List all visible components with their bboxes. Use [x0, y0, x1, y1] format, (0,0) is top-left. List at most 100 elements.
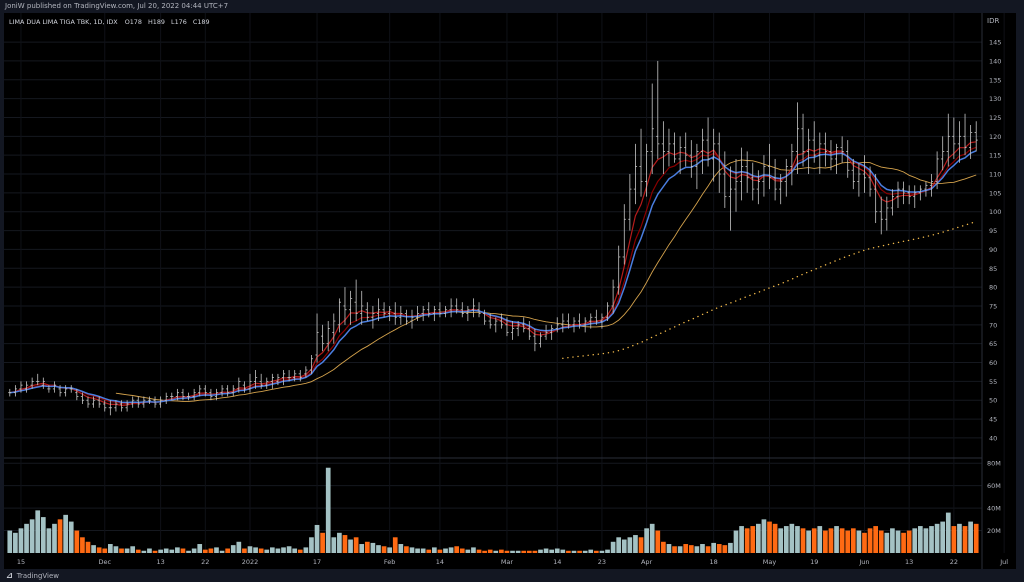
volume-bar [655, 530, 661, 553]
ohlc-bar [544, 324, 548, 340]
ohlc-bar [952, 117, 956, 159]
volume-bar [74, 530, 80, 553]
ohlc-bar [321, 324, 325, 352]
ohlc-bar [812, 121, 816, 163]
volume-bar [811, 528, 817, 553]
volume-bar [487, 549, 493, 553]
ohlc-bar [907, 185, 911, 205]
ohlc-bar [823, 132, 827, 167]
ohlc-bar [499, 313, 503, 329]
ohlc-bar [639, 128, 643, 197]
volume-bar [292, 548, 298, 553]
ohlc-bar [153, 396, 157, 408]
volume-bar [733, 530, 739, 553]
price-tick-label: 80 [989, 284, 997, 292]
ohlc-bar [242, 381, 247, 393]
ohlc-bar [667, 128, 671, 167]
ohlc-bar [315, 313, 319, 363]
ohlc-bar [550, 324, 554, 340]
volume-bar [493, 550, 499, 553]
ohlc-bar [583, 317, 587, 333]
ohlc-bar [460, 302, 464, 318]
volume-bar [443, 548, 448, 553]
ohlc-bar [684, 132, 688, 167]
ohlc-bar [957, 121, 962, 163]
low-value: 176 [175, 18, 187, 26]
price-tick-label: 115 [989, 152, 1001, 160]
time-axis[interactable]: 15 Dec 13 22 2022 17 Feb 14 Mar 14 23 Apr 18 May 19 Jun… [17, 558, 1008, 566]
volume-bar [504, 550, 510, 553]
ohlc-bar [455, 298, 459, 314]
volume-bar [823, 530, 828, 553]
volume-bar [18, 528, 24, 553]
ohlc-bar [946, 113, 950, 167]
price-tick-label: 90 [989, 246, 997, 254]
ohlc-bar [879, 196, 883, 235]
volume-bar [957, 523, 962, 553]
ohlc-bar [963, 113, 967, 156]
low-label: L [171, 18, 175, 26]
chart-pane[interactable]: 40 45 50 55 60 65 70 75 80 85 90 95 100 105 110 115 120 1… [4, 13, 1016, 569]
time-tick-label: 22 [950, 558, 958, 566]
volume-bar [571, 550, 577, 553]
ohlc-bar [807, 128, 811, 175]
ohlc-bar [555, 317, 559, 333]
volume-bar [968, 521, 973, 553]
ohlc-bar [622, 204, 626, 265]
ohlc-bar [348, 290, 353, 325]
symbol-legend[interactable]: LIMA DUA LIMA TIGA TBK, 1D, IDX O178 H18… [9, 18, 210, 26]
ohlc-bar [52, 381, 57, 393]
ohlc-bar [739, 147, 744, 201]
ohlc-bar [58, 385, 62, 397]
ohlc-bar [779, 174, 783, 205]
volume-bar [543, 548, 549, 553]
volume-bar [694, 546, 700, 553]
volume-bar [124, 548, 130, 553]
volume-bar [750, 526, 756, 553]
price-tick-label: 40 [989, 434, 997, 442]
volume-bar [186, 550, 191, 553]
volume-bar [666, 544, 672, 553]
volume-bar [856, 530, 862, 553]
price-axis[interactable]: 40 45 50 55 60 65 70 75 80 85 90 95 100 105 110 115 120 1… [989, 39, 1001, 443]
volume-bar [448, 547, 454, 553]
price-tick-label: 105 [989, 189, 1001, 197]
ohlc-bar [689, 140, 693, 178]
price-volume-chart[interactable]: 40 45 50 55 60 65 70 75 80 85 90 95 100 105 110 115 120 1… [4, 13, 1016, 569]
footer: ⊿ TradingView [6, 569, 59, 582]
ohlc-bar [913, 185, 917, 208]
volume-bar [510, 550, 515, 553]
time-tick-label: 13 [156, 558, 164, 566]
ohlc-bar [13, 385, 17, 397]
ohlc-bar [717, 132, 721, 193]
ohlc-bar [628, 174, 632, 231]
volume-bar [895, 530, 901, 553]
volume-bar [258, 548, 264, 553]
volume-bar [147, 548, 152, 553]
ohlc-bar [164, 392, 168, 404]
ohlc-bar [371, 305, 375, 329]
volume-bar [309, 537, 314, 553]
volume-bar [912, 528, 918, 553]
volume-bar [973, 523, 979, 553]
volume-bar [644, 528, 649, 553]
volume-bar [610, 541, 616, 553]
price-tick-label: 50 [989, 397, 997, 405]
ohlc-bar [432, 305, 436, 322]
volume-bar [29, 519, 35, 553]
price-tick-label: 145 [989, 39, 1001, 47]
volume-bar [515, 550, 521, 553]
ohlc-bar [287, 370, 291, 382]
volume-bar [24, 523, 29, 553]
price-tick-label: 55 [989, 378, 997, 386]
volume-bar [906, 530, 912, 553]
volume-bar [7, 530, 13, 553]
time-tick-label: Jun [858, 558, 869, 566]
volume-bar [783, 526, 789, 553]
volume-bar [175, 547, 180, 553]
ohlc-bar [834, 143, 839, 175]
ohlc-bar [69, 385, 73, 393]
high-value: 189 [153, 18, 165, 26]
ohlc-bar [566, 313, 571, 329]
